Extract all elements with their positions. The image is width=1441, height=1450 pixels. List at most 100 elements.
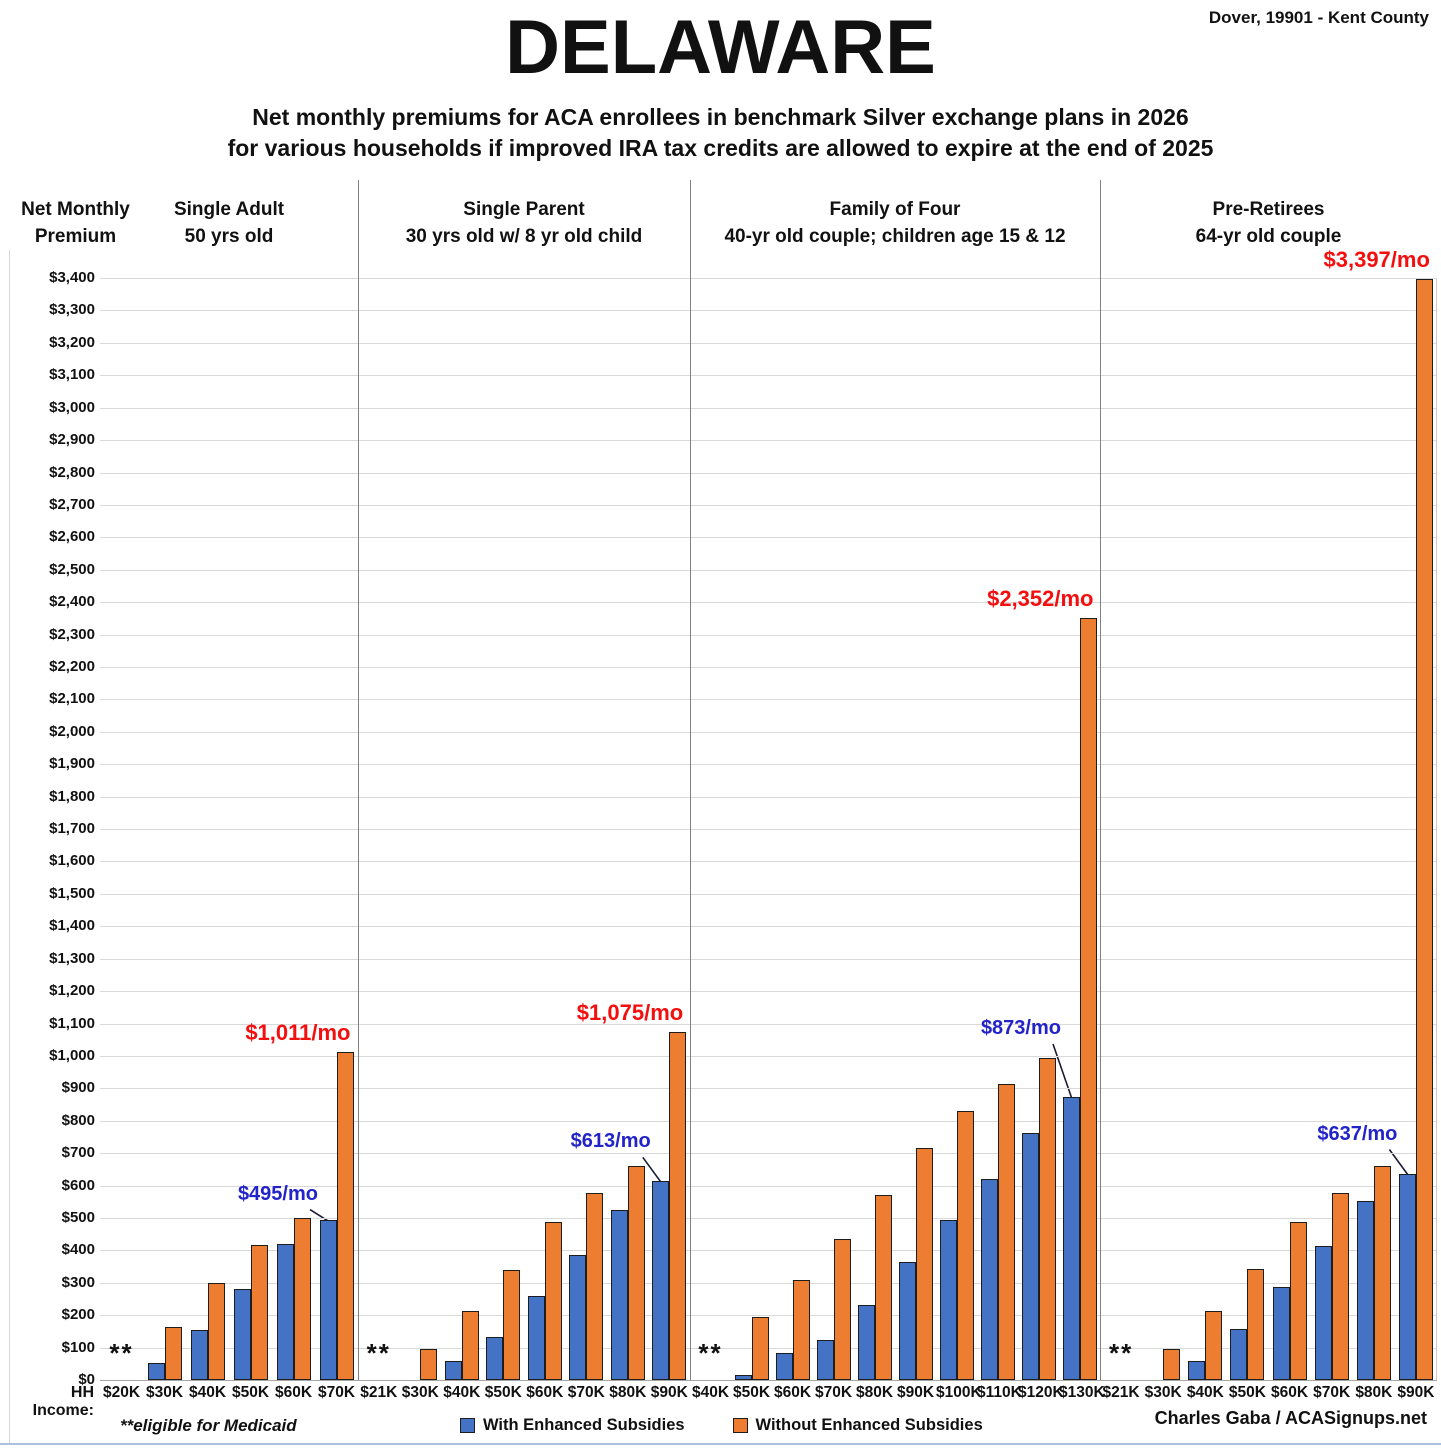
bar-without-subsidies	[1373, 1165, 1391, 1380]
gridline	[100, 861, 1437, 863]
annotation-blue-label: $637/mo	[1317, 1122, 1398, 1145]
gridline	[100, 342, 1437, 344]
gridline	[100, 569, 1437, 571]
gridline	[100, 407, 1437, 409]
x-category-label: $60K	[1271, 1384, 1309, 1401]
panel-title-line2: 30 yrs old w/ 8 yr old child	[405, 226, 643, 247]
bar-with-subsidies	[1398, 1173, 1416, 1380]
gridline	[100, 1055, 1437, 1057]
x-category-label: $70K	[567, 1384, 605, 1401]
annotation-red-label: $2,352/mo	[987, 585, 1094, 611]
x-category-label: $50K	[231, 1384, 270, 1401]
gridline	[100, 1315, 1437, 1317]
y-tick-label: $0	[78, 1371, 95, 1388]
bar-with-subsidies	[775, 1352, 793, 1380]
gridline	[100, 1282, 1437, 1284]
annotation-red-label: $1,075/mo	[576, 999, 684, 1025]
chart-title: DELAWARE	[505, 5, 936, 90]
y-axis-header-line2: Premium	[34, 226, 117, 247]
gridline	[100, 829, 1437, 830]
x-axis-label: HH Income:	[32, 1384, 94, 1419]
legend: With Enhanced Subsidies Without Enhanced …	[460, 1416, 983, 1435]
left-frame-line	[9, 250, 10, 1443]
y-tick-label: $3,400	[49, 269, 95, 286]
gridline	[100, 893, 1437, 895]
bar-without-subsidies	[1205, 1311, 1223, 1380]
annotation-blue-label: $873/mo	[980, 1017, 1061, 1039]
medicaid-eligible-marker: **	[1108, 1338, 1134, 1368]
bar-with-subsidies	[569, 1254, 587, 1380]
x-category-label: $50K	[1228, 1384, 1266, 1401]
bar-with-subsidies	[1062, 1097, 1080, 1380]
y-tick-label: $1,500	[49, 884, 95, 902]
bar-with-subsidies	[734, 1375, 752, 1380]
x-category-label: $30K	[1144, 1384, 1182, 1401]
y-tick-label: $400	[61, 1241, 95, 1259]
bar-without-subsidies	[1079, 617, 1097, 1380]
gridline	[100, 278, 1437, 279]
bar-without-subsidies	[1331, 1193, 1349, 1380]
gridline	[100, 634, 1437, 636]
bar-without-subsidies	[1415, 279, 1433, 1380]
gridline	[100, 537, 1437, 539]
bar-without-subsidies	[461, 1311, 479, 1380]
x-category-label: $21K	[1102, 1384, 1140, 1401]
bar-with-subsidies	[980, 1179, 998, 1380]
chart-subtitle-line2: for various households if improved IRA t…	[227, 135, 1214, 161]
y-tick-label: $1,400	[49, 917, 95, 935]
bar-with-subsidies	[939, 1219, 957, 1380]
y-tick-label: $3,200	[49, 333, 95, 351]
panel-title-line1: Pre-Retirees	[1212, 199, 1325, 220]
bar-with-subsidies	[486, 1336, 504, 1380]
y-tick-label: $800	[61, 1111, 95, 1129]
bottom-frame-line	[0, 1443, 1441, 1445]
y-tick-label: $2,900	[49, 431, 95, 449]
bar-without-subsidies	[627, 1166, 645, 1380]
bar-with-subsidies	[857, 1304, 875, 1380]
medicaid-eligible-marker: **	[366, 1338, 391, 1368]
x-category-label: $70K	[1313, 1384, 1351, 1401]
plot-area: $0 $100 $200 $300 $400 $500 $600 $700 $800 $900 $1…	[49, 180, 1437, 1401]
legend-item: Without Enhanced Subsidies	[732, 1416, 983, 1435]
panel-title: Single Adult 50 yrs old	[100, 196, 358, 250]
bar-with-subsidies	[898, 1262, 916, 1380]
plot-right-border	[1436, 278, 1437, 1380]
y-axis-header-line1: Net Monthly	[21, 199, 130, 220]
y-tick-label: $1,200	[49, 982, 95, 1000]
annotation-red-label: $1,011/mo	[245, 1020, 351, 1046]
y-tick-label: $100	[61, 1338, 95, 1356]
gridline	[100, 1023, 1437, 1025]
panel-title: Single Parent 30 yrs old w/ 8 yr old chil…	[358, 196, 690, 250]
gridline	[100, 1250, 1437, 1252]
x-category-label: $90K	[650, 1384, 688, 1401]
bar-with-subsidies	[147, 1363, 165, 1380]
y-tick-label: $600	[61, 1176, 95, 1194]
gridline	[100, 731, 1437, 733]
x-category-label: $130K	[1059, 1384, 1105, 1401]
gridline	[100, 1185, 1437, 1187]
x-category-label: $60K	[274, 1384, 313, 1401]
x-category-label: $120K	[1018, 1384, 1064, 1401]
x-category-label: $60K	[526, 1384, 564, 1401]
gridline	[100, 796, 1437, 798]
bar-without-subsidies	[1247, 1268, 1265, 1380]
bar-with-subsidies	[1188, 1360, 1206, 1380]
gridline	[100, 991, 1437, 993]
bar-with-subsidies	[319, 1219, 337, 1380]
y-tick-label: $2,800	[49, 463, 95, 481]
gridline	[100, 1347, 1437, 1349]
gridline	[100, 602, 1437, 604]
gridline	[100, 666, 1437, 668]
x-category-label: $60K	[773, 1384, 812, 1401]
panel-title-line1: Family of Four	[829, 199, 961, 220]
bar-without-subsidies	[874, 1195, 892, 1380]
y-tick-label: $1,000	[49, 1046, 95, 1064]
gridline	[100, 958, 1437, 960]
y-tick-label: $1,300	[49, 949, 95, 967]
gridline	[100, 699, 1437, 701]
bar-without-subsidies	[1163, 1348, 1181, 1380]
y-tick-label: $3,100	[49, 366, 95, 384]
x-category-label: $110K	[977, 1384, 1022, 1401]
panel-divider	[1100, 180, 1101, 1380]
